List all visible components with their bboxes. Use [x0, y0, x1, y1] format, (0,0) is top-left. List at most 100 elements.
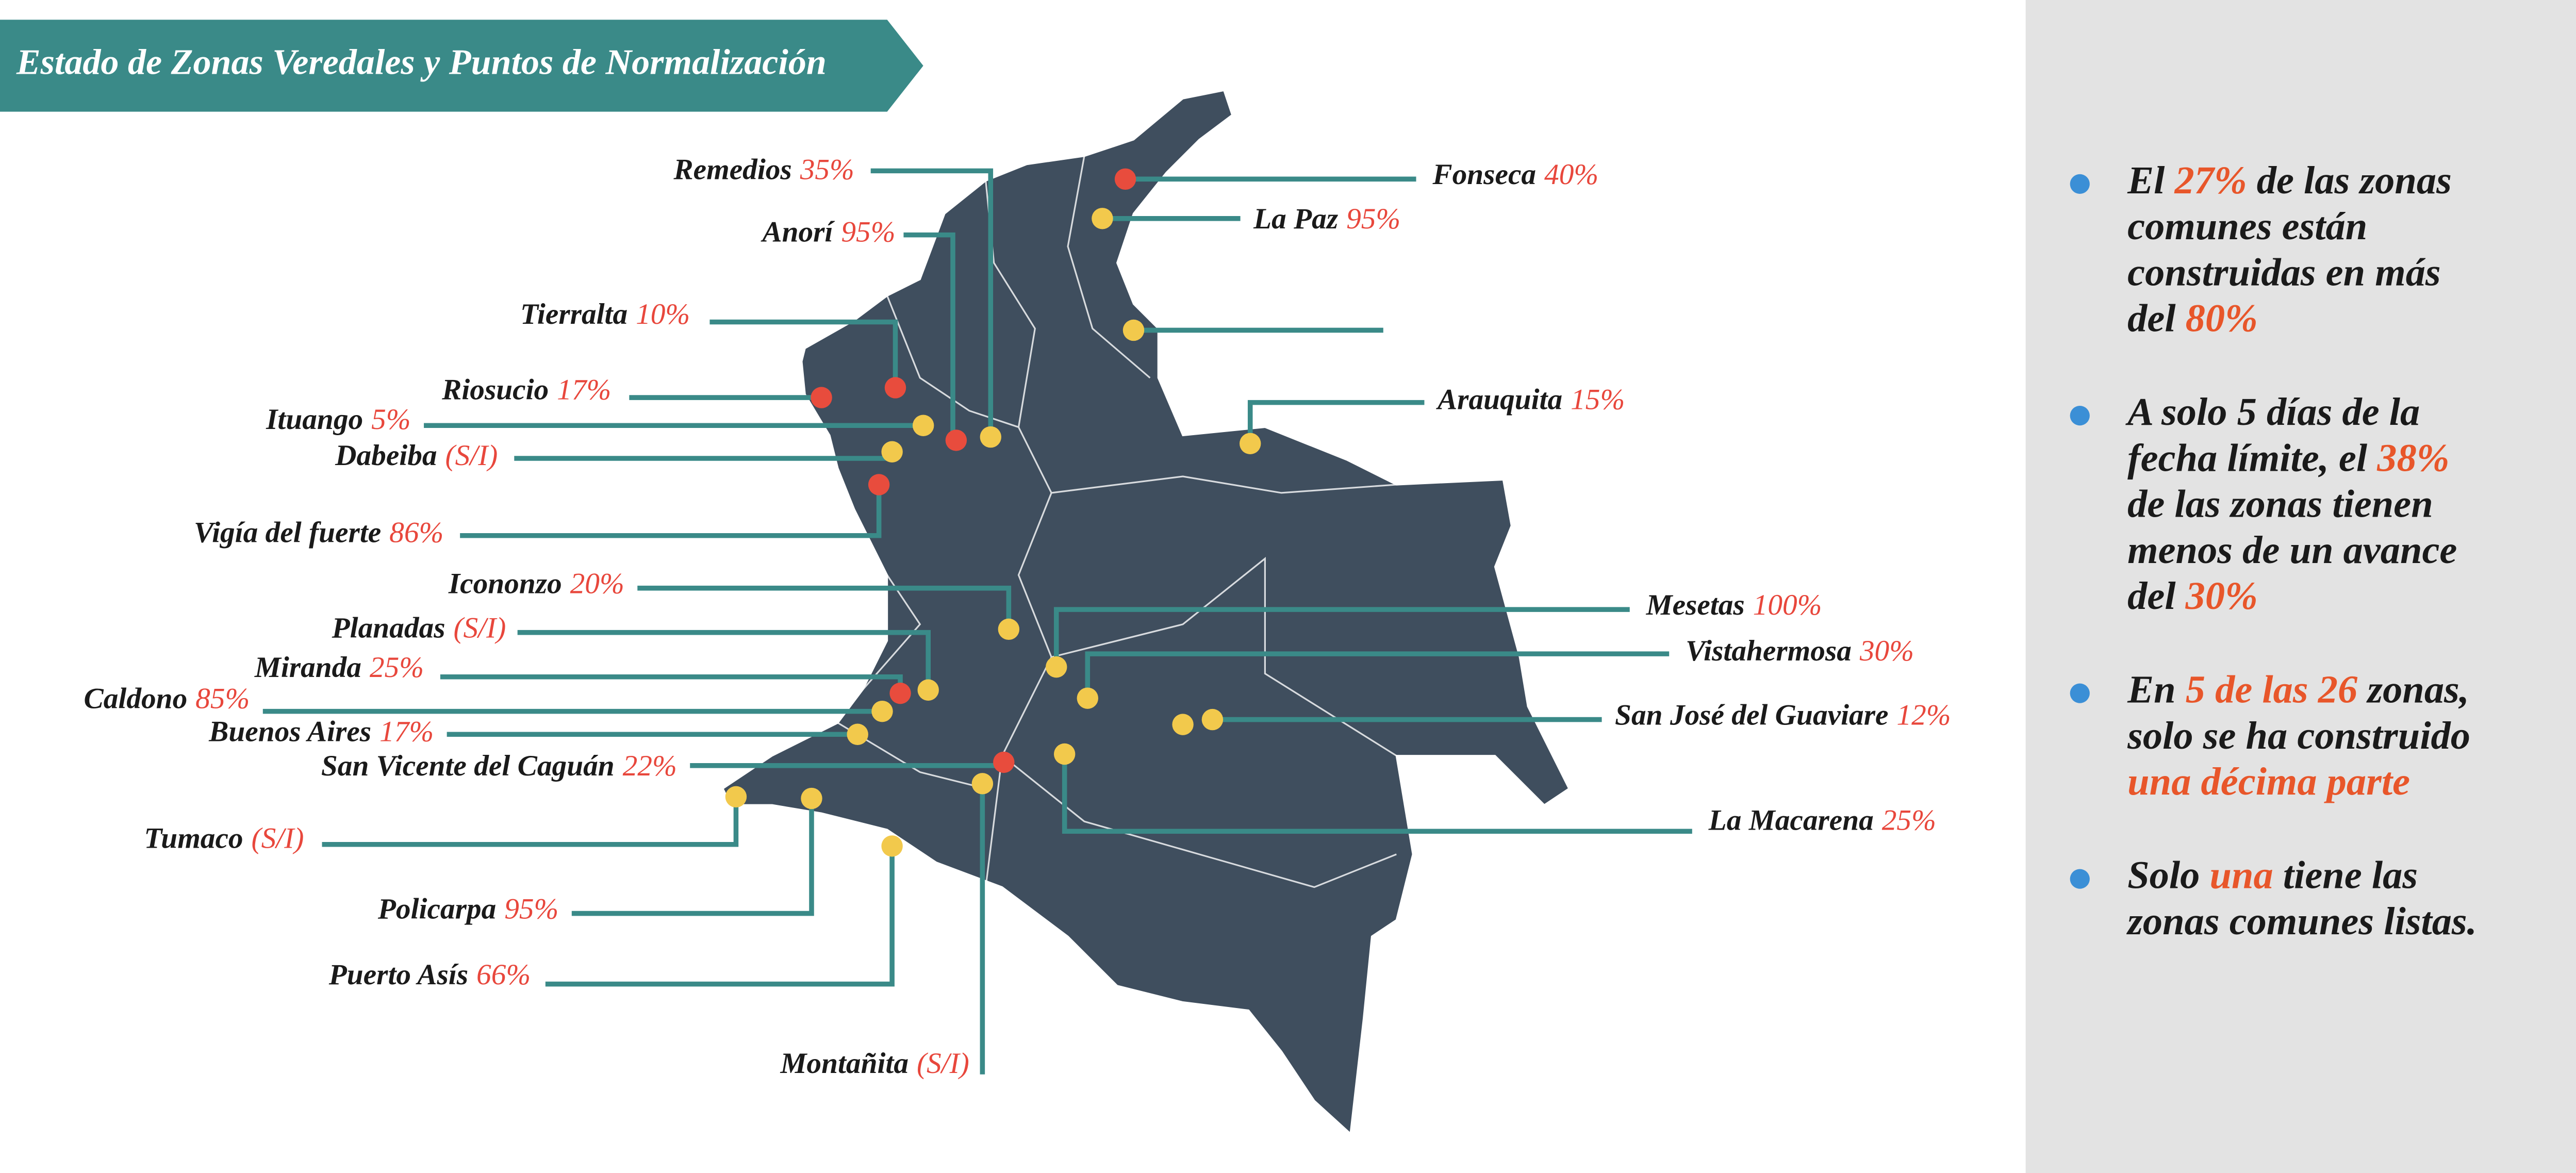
site-value: 30% — [1859, 635, 1914, 667]
site-value: 10% — [636, 298, 690, 331]
bullet-line: fecha límite, el 38% — [2127, 436, 2449, 480]
site-marker — [868, 474, 890, 495]
site-name: Mesetas — [1646, 589, 1745, 621]
site-marker — [889, 682, 911, 704]
title: Estado de Zonas Veredales y Puntos de No… — [16, 43, 827, 82]
site-marker — [1046, 656, 1067, 678]
site-name: Policarpa — [377, 893, 496, 926]
site-name: Miranda — [254, 651, 361, 684]
site-name: Icononzo — [448, 568, 562, 600]
bullet-dot — [2070, 683, 2090, 703]
site-label: Arauquita 15% — [1436, 384, 1625, 416]
site-value: 95% — [841, 216, 895, 249]
site-marker — [1092, 208, 1113, 229]
site-name: Tumaco — [144, 822, 243, 855]
leader-line — [322, 797, 739, 847]
site-value: 25% — [1882, 804, 1936, 836]
side-panel — [2025, 0, 2576, 1173]
site-value: 25% — [370, 651, 424, 684]
bullet-text: El — [2127, 158, 2174, 202]
bullet-line: zonas comunes listas. — [2126, 899, 2477, 943]
site-label: Planadas (S/I) — [332, 612, 506, 645]
site-value: 17% — [557, 374, 611, 406]
site-label: San José del Guaviare 12% — [1615, 699, 1951, 732]
bullet-text: comunes están — [2127, 204, 2367, 248]
site-label: Mesetas 100% — [1646, 589, 1822, 621]
bullet-text: En — [2127, 667, 2186, 711]
site-label: San Vicente del Caguán 22% — [321, 750, 677, 782]
site-marker — [980, 426, 1002, 448]
site-name: La Paz — [1253, 203, 1339, 235]
leader-line — [460, 484, 882, 538]
site-name: Buenos Aires — [208, 715, 371, 748]
site-label: Fonseca 40% — [1432, 158, 1598, 191]
bullet-line: del 80% — [2127, 296, 2258, 340]
site-name: Puerto Asís — [328, 959, 468, 991]
bullet-highlight: 80% — [2186, 296, 2258, 340]
bullet-line: En 5 de las 26 zonas, — [2127, 667, 2469, 711]
bullet-dot — [2070, 406, 2090, 426]
site-value: 95% — [504, 893, 558, 926]
bullet-dot — [2070, 869, 2090, 889]
site-marker — [884, 377, 906, 399]
site-label: Policarpa 95% — [377, 893, 558, 926]
bullet-highlight: una — [2209, 853, 2273, 897]
leader-line — [571, 798, 814, 916]
bullet-text: de las zonas tienen — [2127, 482, 2433, 525]
site-value: 40% — [1544, 158, 1598, 191]
site-marker — [1172, 714, 1194, 735]
title-banner — [0, 20, 923, 112]
site-value: 20% — [570, 568, 624, 600]
leader-line — [517, 630, 931, 690]
bullet-line: menos de un avance — [2127, 527, 2457, 571]
site-label: Vistahermosa 30% — [1686, 635, 1914, 667]
bullet-line: comunes están — [2127, 204, 2367, 248]
site-label: Caldono 85% — [84, 683, 250, 715]
site-label: Montañita (S/I) — [780, 1047, 969, 1080]
site-name: San José del Guaviare — [1615, 699, 1888, 732]
bullet-highlight: 5 de las 26 — [2186, 667, 2358, 711]
site-value: 12% — [1896, 699, 1951, 732]
bullet-text: del — [2127, 296, 2186, 340]
site-name: Arauquita — [1436, 384, 1562, 416]
leader-line — [1247, 400, 1425, 444]
bullet-highlight: 30% — [2185, 574, 2258, 618]
bullet-highlight: 27% — [2174, 158, 2247, 202]
site-name: Planadas — [332, 612, 445, 645]
leader-line — [709, 319, 898, 388]
site-marker — [1240, 433, 1261, 455]
site-label: Remedios 35% — [673, 154, 854, 186]
site-value: 85% — [195, 683, 250, 715]
bullet-text: de las zonas — [2247, 158, 2452, 202]
site-value: (S/I) — [453, 612, 506, 645]
bullet-highlight: una décima parte — [2127, 759, 2410, 803]
site-name: Dabeiba — [335, 439, 437, 472]
site-marker — [945, 429, 967, 451]
site-marker — [881, 441, 903, 462]
site-marker — [993, 751, 1015, 773]
leader-line — [903, 232, 955, 440]
bullet-text: zonas, — [2357, 667, 2469, 711]
site-marker — [912, 415, 934, 436]
bullet-line: construidas en más — [2127, 250, 2441, 294]
site-label: Vigía del fuerte 86% — [194, 517, 443, 549]
site-name: Ituango — [266, 403, 363, 436]
site-label: La Macarena 25% — [1708, 804, 1936, 836]
leader-line — [440, 674, 903, 693]
site-marker — [917, 679, 939, 701]
site-name: Anorí — [761, 216, 835, 249]
bullet-text: solo se ha construido — [2127, 713, 2470, 757]
site-value: 5% — [371, 403, 410, 436]
site-label: Riosucio 17% — [441, 374, 611, 406]
bullet-line: una décima parte — [2127, 759, 2410, 803]
bullet-line: del 30% — [2127, 574, 2258, 618]
bullet-text: construidas en más — [2127, 250, 2441, 294]
site-value: 100% — [1753, 589, 1822, 621]
bullet-line: de las zonas tienen — [2127, 482, 2433, 525]
site-marker — [847, 723, 868, 745]
site-value: 22% — [623, 750, 677, 782]
site-label: Ituango 5% — [266, 403, 410, 436]
bullet-text: fecha límite, el — [2127, 436, 2377, 480]
site-marker — [811, 387, 832, 408]
